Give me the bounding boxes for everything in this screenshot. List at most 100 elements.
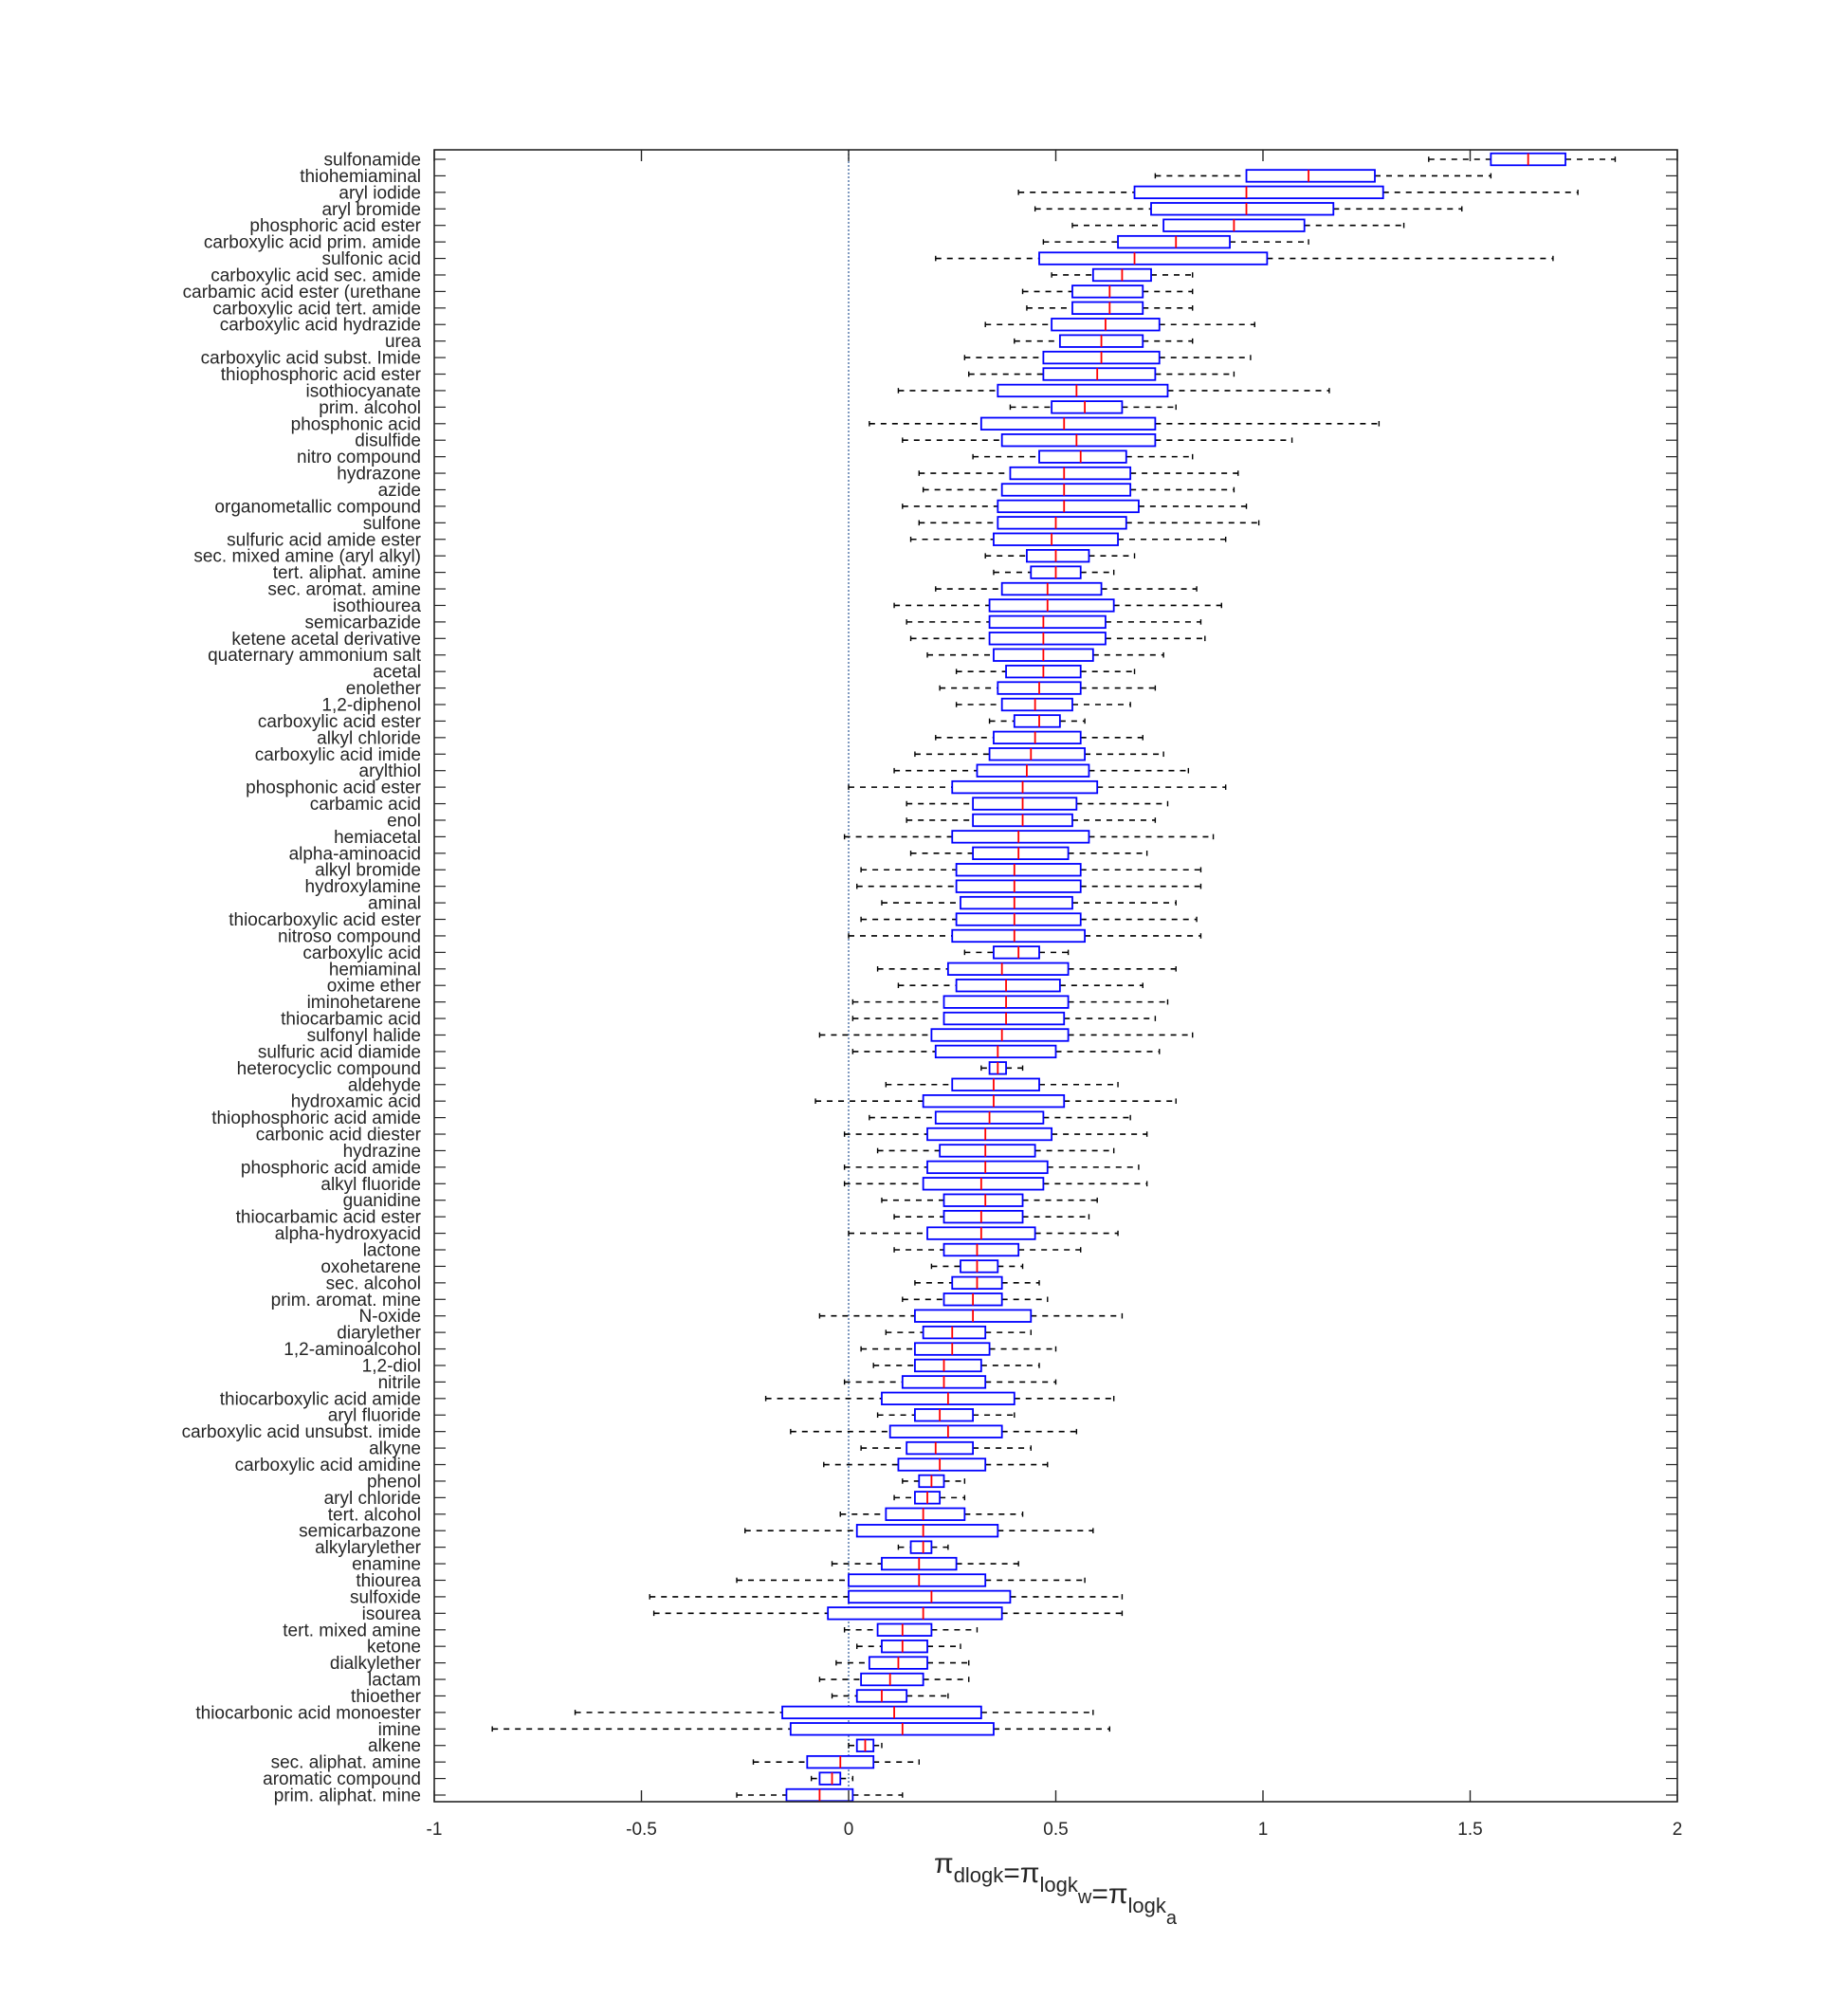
- category-label: imine: [378, 1720, 421, 1740]
- boxplot-row: [434, 1177, 1677, 1191]
- category-label: sec. aliphat. amine: [271, 1753, 421, 1773]
- axes-frame: [433, 149, 1678, 1803]
- x-label-symbol: =π: [1003, 1858, 1039, 1889]
- category-label: azide: [378, 481, 421, 501]
- x-label-subsubscript: a: [1166, 1908, 1178, 1929]
- category-label: carboxylic acid prim. amide: [204, 233, 421, 253]
- boxplot-row: [434, 1738, 1677, 1752]
- boxplot-row: [434, 267, 1677, 283]
- boxplot-row: [434, 681, 1677, 695]
- category-label: thiophosphoric acid ester: [221, 365, 422, 385]
- iqr-box: [955, 979, 1061, 993]
- category-label: 1,2-diphenol: [321, 696, 421, 716]
- boxplot-row: [434, 499, 1677, 514]
- boxplot-row: [434, 1226, 1677, 1240]
- boxplot-row: [434, 1787, 1677, 1803]
- boxplot-row: [434, 863, 1677, 877]
- boxplot-row: [434, 581, 1677, 596]
- category-label: alkyl bromide: [315, 861, 421, 881]
- category-label: aldehyde: [348, 1075, 421, 1095]
- category-label: hydroxylamine: [305, 877, 422, 897]
- boxplot-row: [434, 1640, 1677, 1654]
- iqr-box: [951, 1077, 1040, 1091]
- category-label: oxime ether: [327, 977, 422, 997]
- boxplot-row: [434, 1440, 1677, 1456]
- iqr-box: [1000, 433, 1157, 448]
- boxplot-row: [434, 1325, 1677, 1340]
- category-label: carbonic acid diester: [256, 1126, 422, 1145]
- iqr-box: [942, 1011, 1066, 1026]
- boxplot-row: [434, 1077, 1677, 1091]
- category-label: carboxylic acid unsubst. imide: [182, 1422, 421, 1442]
- iqr-box: [930, 1028, 1070, 1042]
- iqr-box: [942, 1242, 1020, 1257]
- iqr-box: [906, 1440, 974, 1456]
- boxplot-row: [434, 632, 1677, 646]
- x-axis-label: πdlogk=πlogkw=πlogka: [934, 1848, 1178, 1929]
- iqr-box: [997, 383, 1169, 398]
- category-label: enolether: [346, 679, 422, 699]
- boxplot-row: [434, 449, 1677, 464]
- boxplot-row: [434, 1144, 1677, 1158]
- category-label: enol: [387, 811, 421, 831]
- x-label-subscript: logk: [1040, 1873, 1079, 1897]
- category-label: aminal: [368, 894, 421, 914]
- iqr-box: [955, 879, 1082, 893]
- boxplot-row: [434, 284, 1677, 299]
- category-label: sulfuric acid amide ester: [227, 530, 422, 550]
- iqr-box: [1013, 714, 1061, 728]
- category-label: hydrazone: [337, 465, 421, 485]
- category-label: carboxylic acid hydrazide: [220, 316, 421, 336]
- x-tick-label: 2: [1673, 1820, 1683, 1840]
- boxplot-row: [434, 813, 1677, 828]
- boxplot-row: [434, 433, 1677, 448]
- boxplot-row: [434, 797, 1677, 811]
- iqr-box: [1000, 581, 1103, 596]
- iqr-box: [960, 895, 1073, 910]
- boxplot-row: [434, 1259, 1677, 1274]
- category-label: diarylether: [337, 1324, 421, 1344]
- category-label: sulfonyl halide: [307, 1026, 421, 1046]
- boxplot-row: [434, 1689, 1677, 1703]
- category-label: aryl iodide: [338, 183, 421, 203]
- iqr-box: [876, 1622, 933, 1637]
- iqr-box: [1009, 466, 1132, 481]
- boxplot-row: [434, 1424, 1677, 1439]
- boxplot-row: [434, 334, 1677, 348]
- category-label: alkyne: [369, 1439, 421, 1459]
- category-label: semicarbazide: [305, 613, 422, 632]
- iqr-box: [993, 532, 1119, 546]
- boxplot-row: [434, 565, 1677, 579]
- boxplot-row: [434, 763, 1677, 778]
- category-label: sulfone: [363, 514, 421, 534]
- iqr-box: [909, 1540, 933, 1554]
- iqr-box: [951, 830, 1090, 844]
- boxplot-row: [434, 1391, 1677, 1405]
- x-axis: -1 -0.5 0 0.5 1 1.5 2: [427, 150, 1683, 1840]
- x-tick-label: 0: [844, 1820, 854, 1840]
- iqr-box: [789, 1722, 995, 1736]
- category-label: tert. mixed amine: [283, 1621, 421, 1640]
- iqr-box: [922, 1177, 1045, 1191]
- category-label: ketene acetal derivative: [231, 630, 421, 650]
- category-label: sec. aromat. amine: [267, 580, 421, 600]
- category-label: prim. aliphat. mine: [274, 1787, 421, 1806]
- iqr-box: [781, 1705, 982, 1720]
- iqr-box: [1026, 549, 1090, 563]
- boxplot-row: [434, 730, 1677, 745]
- category-label: enamine: [352, 1555, 421, 1575]
- boxplot-row: [434, 614, 1677, 630]
- boxplot-row: [434, 549, 1677, 563]
- category-label: carboxylic acid tert. amide: [212, 299, 421, 319]
- iqr-box: [960, 1259, 999, 1274]
- iqr-box: [976, 763, 1090, 778]
- iqr-box: [922, 1325, 987, 1340]
- boxplot-row: [434, 962, 1677, 976]
- iqr-box: [1150, 202, 1335, 216]
- boxplot-row: [434, 1754, 1677, 1769]
- iqr-box: [939, 1144, 1036, 1158]
- category-label: heterocyclic compound: [237, 1059, 421, 1079]
- boxplot-row: [434, 1491, 1677, 1505]
- category-label: carboxylic acid: [302, 944, 421, 963]
